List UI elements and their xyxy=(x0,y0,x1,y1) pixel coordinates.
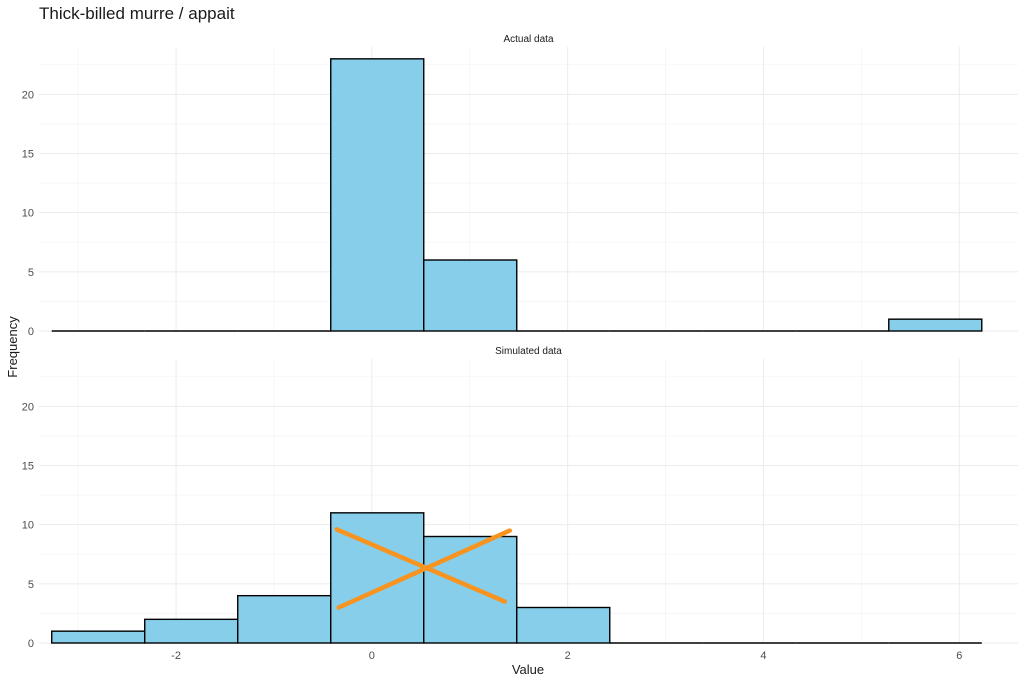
panel-1: Actual data 0 5 10 15 20 xyxy=(22,34,1018,338)
y-tick-label: 10 xyxy=(22,208,34,220)
x-tick-label: 4 xyxy=(760,650,766,662)
y-tick-label: 20 xyxy=(22,401,34,413)
histogram-bar xyxy=(888,318,983,332)
y-tick-label: 5 xyxy=(28,267,34,279)
histogram-bar xyxy=(51,630,146,644)
x-tick-label: 6 xyxy=(956,650,962,662)
histogram-bar xyxy=(516,606,611,644)
cross-out-stroke xyxy=(334,527,508,604)
cross-out-stroke xyxy=(336,528,513,610)
panel-label: Actual data xyxy=(503,34,553,45)
y-tick-label: 20 xyxy=(22,89,34,101)
y-tick-label: 0 xyxy=(28,638,34,650)
y-axis-title: Frequency xyxy=(5,316,20,378)
panel-2: Simulated data 0 5 10 15 20 xyxy=(22,346,1018,650)
chart-title: Thick-billed murre / appait xyxy=(39,4,235,23)
x-tick-labels: -2 0 2 4 6 xyxy=(171,650,962,662)
histogram-bar xyxy=(330,58,425,332)
histogram-bar xyxy=(423,535,518,644)
y-tick-label: 15 xyxy=(22,149,34,161)
histogram-bar xyxy=(237,594,332,644)
y-tick-label: 15 xyxy=(22,461,34,473)
panel-label: Simulated data xyxy=(495,346,562,357)
x-axis-title: Value xyxy=(512,662,544,677)
x-tick-label: 0 xyxy=(369,650,375,662)
y-tick-label: 10 xyxy=(22,520,34,532)
histogram-bar xyxy=(423,259,518,332)
y-tick-label: 0 xyxy=(28,326,34,338)
x-tick-label: 2 xyxy=(565,650,571,662)
y-tick-label: 5 xyxy=(28,579,34,591)
x-tick-label: -2 xyxy=(171,650,181,662)
histogram-bar xyxy=(144,618,239,644)
